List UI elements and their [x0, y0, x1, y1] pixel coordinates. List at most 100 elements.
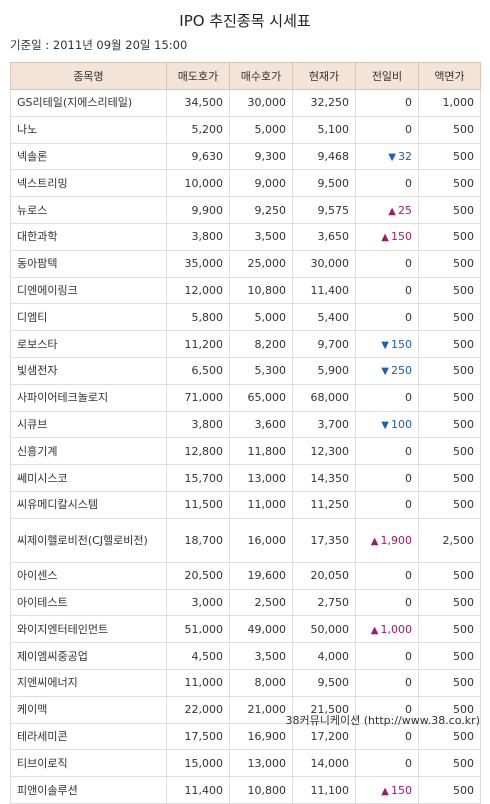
- current-price: 14,000: [292, 749, 356, 778]
- page-title: IPO 추진종목 시세표: [179, 12, 311, 30]
- table-row: 지엔씨에너지 11,000 8,000 9,500 0 500: [10, 668, 481, 697]
- up-arrow-icon: ▲: [381, 785, 389, 797]
- stock-name: 씨유메디칼시스템: [10, 490, 167, 519]
- stock-name: 아이센스: [10, 561, 167, 590]
- bid-price: 49,000: [229, 615, 293, 644]
- ask-price: 3,800: [166, 410, 230, 439]
- par-value: 500: [418, 410, 481, 439]
- current-price: 2,750: [292, 588, 356, 617]
- change-value: ▼ 100: [355, 410, 419, 439]
- current-price: 14,350: [292, 464, 356, 492]
- table-row: 케이맥 22,000 21,000 21,500 0 500: [10, 695, 481, 724]
- change-amount: 1,000: [380, 622, 413, 636]
- bid-price: 11,000: [229, 490, 293, 519]
- header-bid: 매수호가: [229, 62, 293, 90]
- change-amount: 150: [391, 230, 412, 244]
- ask-price: 15,700: [166, 464, 230, 492]
- stock-name: 나노: [10, 115, 167, 144]
- down-arrow-icon: ▼: [381, 419, 389, 431]
- ask-price: 11,200: [166, 330, 230, 358]
- current-price: 9,575: [292, 196, 356, 224]
- table-row: 동아팜텍 35,000 25,000 30,000 0 500: [10, 249, 481, 278]
- current-price: 9,700: [292, 330, 356, 358]
- par-value: 500: [418, 668, 481, 697]
- stock-name: 씨제이헬로비전(CJ헬로비전): [10, 517, 167, 563]
- table-row: 뉴로스 9,900 9,250 9,575 ▲ 25 500: [10, 196, 481, 224]
- header-row: 종목명 매도호가 매수호가 현재가 전일비 액면가: [10, 62, 481, 90]
- par-value: 500: [418, 142, 481, 171]
- base-date: 기준일 : 2011년 09월 20일 15:00: [10, 38, 188, 52]
- current-price: 9,500: [292, 169, 356, 198]
- stock-name: 빛샘전자: [10, 356, 167, 385]
- par-value: 500: [418, 249, 481, 278]
- table-row: 씨유메디칼시스템 11,500 11,000 11,250 0 500: [10, 490, 481, 519]
- bid-price: 3,600: [229, 410, 293, 439]
- current-price: 21,500: [292, 695, 356, 724]
- stock-name: 테라세미콘: [10, 722, 167, 751]
- header-name: 종목명: [10, 62, 167, 90]
- ask-price: 5,200: [166, 115, 230, 144]
- ask-price: 11,400: [166, 776, 230, 804]
- bid-price: 9,250: [229, 196, 293, 224]
- change-value: ▲ 25: [355, 196, 419, 224]
- header-ask: 매도호가: [166, 62, 230, 90]
- stock-name: 넥스트리밍: [10, 169, 167, 198]
- bid-price: 9,000: [229, 169, 293, 198]
- down-arrow-icon: ▼: [381, 339, 389, 351]
- current-price: 11,250: [292, 490, 356, 519]
- stock-name: 대한과학: [10, 222, 167, 251]
- change-value: 0: [355, 383, 419, 412]
- par-value: 500: [418, 303, 481, 332]
- ask-price: 35,000: [166, 249, 230, 278]
- current-price: 4,000: [292, 642, 356, 670]
- bid-price: 5,000: [229, 115, 293, 144]
- par-value: 500: [418, 561, 481, 590]
- current-price: 3,650: [292, 222, 356, 251]
- table-row: 빛샘전자 6,500 5,300 5,900 ▼ 250 500: [10, 356, 481, 385]
- change-value: 0: [355, 490, 419, 519]
- table-row: 사파이어테크놀로지 71,000 65,000 68,000 0 500: [10, 383, 481, 412]
- bid-price: 11,800: [229, 437, 293, 466]
- change-value: 0: [355, 642, 419, 670]
- par-value: 1,000: [418, 89, 481, 117]
- table-row: 피앤이솔루션 11,400 10,800 11,100 ▲ 150 500: [10, 776, 481, 804]
- change-value: 0: [355, 276, 419, 305]
- stock-name: 뉴로스: [10, 196, 167, 224]
- header-change: 전일비: [355, 62, 419, 90]
- ask-price: 20,500: [166, 561, 230, 590]
- table-body: GS리테일(지에스리테일) 34,500 30,000 32,250 0 1,000 나노 5…: [10, 89, 481, 804]
- par-value: 2,500: [418, 517, 481, 563]
- stock-name: 동아팜텍: [10, 249, 167, 278]
- up-arrow-icon: ▲: [388, 205, 396, 217]
- change-value: 0: [355, 561, 419, 590]
- bid-price: 13,000: [229, 749, 293, 778]
- current-price: 17,350: [292, 517, 356, 563]
- ask-price: 12,000: [166, 276, 230, 305]
- table-row: 아이테스트 3,000 2,500 2,750 0 500: [10, 588, 481, 617]
- change-amount: 150: [391, 783, 412, 797]
- table-row: 넥솔론 9,630 9,300 9,468 ▼ 32 500: [10, 142, 481, 171]
- stock-name: 신흥기계: [10, 437, 167, 466]
- par-value: 500: [418, 642, 481, 670]
- ask-price: 18,700: [166, 517, 230, 563]
- bid-price: 30,000: [229, 89, 293, 117]
- stock-name: 쎄미시스코: [10, 464, 167, 492]
- stock-name: 와이지엔터테인먼트: [10, 615, 167, 644]
- change-value: ▲ 1,000: [355, 615, 419, 644]
- change-value: 0: [355, 115, 419, 144]
- bid-price: 9,300: [229, 142, 293, 171]
- current-price: 9,468: [292, 142, 356, 171]
- current-price: 20,050: [292, 561, 356, 590]
- ask-price: 3,000: [166, 588, 230, 617]
- ask-price: 12,800: [166, 437, 230, 466]
- par-value: 500: [418, 196, 481, 224]
- table-row: 로보스타 11,200 8,200 9,700 ▼ 150 500: [10, 330, 481, 358]
- source-credit: 38커뮤니케이션 (http://www.38.co.kr): [285, 714, 480, 727]
- ask-price: 5,800: [166, 303, 230, 332]
- table-row: 아이센스 20,500 19,600 20,050 0 500: [10, 561, 481, 590]
- stock-name: 피앤이솔루션: [10, 776, 167, 804]
- down-arrow-icon: ▼: [388, 151, 396, 163]
- current-price: 5,400: [292, 303, 356, 332]
- change-value: ▲ 1,900: [355, 517, 419, 563]
- table-row: 디엔에이링크 12,000 10,800 11,400 0 500: [10, 276, 481, 305]
